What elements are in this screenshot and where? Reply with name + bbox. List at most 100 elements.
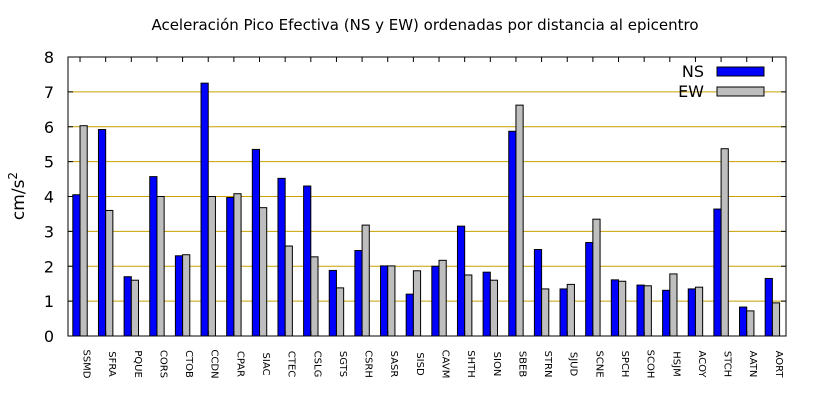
bar-ew-hsjm	[669, 273, 678, 337]
bar-ew-scne	[592, 218, 601, 337]
bar-ew-spch	[618, 280, 627, 337]
bar-ns-pque	[123, 276, 132, 337]
bar-ew-sisd	[412, 270, 422, 337]
x-tick-label: PQUE	[132, 350, 143, 378]
x-tick-label: ACOY	[696, 350, 707, 378]
bar-ns-hsjm	[662, 289, 671, 337]
bar-ew-ccdn	[207, 196, 216, 337]
bar-ns-cpar	[226, 197, 235, 337]
x-tick-label: SION	[491, 352, 502, 377]
bar-ew-sfra	[105, 209, 114, 337]
bar-ew-sion	[489, 279, 499, 337]
y-tick-label: 8	[44, 48, 54, 67]
bar-ns-ctec	[277, 177, 286, 337]
y-tick-label: 3	[44, 222, 54, 241]
bar-ew-ctec	[284, 245, 293, 337]
bar-ew-csrh	[361, 224, 370, 337]
bar-ns-sgts	[328, 269, 337, 337]
bar-ns-strn	[533, 249, 543, 337]
x-tick-label: SIAC	[260, 353, 271, 376]
x-tick-label: CORS	[157, 350, 168, 378]
x-tick-label: AATN	[747, 351, 758, 378]
bar-ns-ccdn	[200, 82, 209, 337]
x-tick-label: CTEC	[286, 351, 297, 377]
chart-title: Aceleración Pico Efectiva (NS y EW) orde…	[151, 16, 698, 34]
x-tick-label: STRN	[542, 351, 553, 378]
bar-ns-sasr	[380, 265, 389, 337]
bar-ew-aort	[771, 302, 781, 337]
bar-ew-scoh	[643, 285, 652, 337]
x-tick-label: SASR	[388, 351, 399, 378]
x-tick-label: CSRH	[363, 350, 374, 378]
bar-ew-cpar	[233, 193, 242, 337]
bar-ew-ssmd	[79, 125, 88, 337]
bars	[72, 82, 781, 337]
legend-swatch-ns	[716, 66, 765, 77]
y-tick-label: 5	[44, 153, 54, 172]
y-tick-label: 4	[44, 188, 54, 207]
bar-ns-spch	[610, 279, 620, 337]
y-tick-label: 2	[44, 257, 54, 276]
x-tick-label: SCNE	[593, 350, 604, 377]
bar-ew-cslg	[310, 256, 319, 337]
bar-ns-ssmd	[72, 194, 81, 337]
bar-ns-cors	[149, 176, 158, 337]
bar-ns-aatn	[739, 306, 748, 337]
bar-ns-sion	[482, 271, 491, 337]
legend-swatch-ew	[716, 86, 765, 97]
bar-ew-sgts	[335, 287, 345, 337]
x-tick-label: CSLG	[311, 351, 322, 378]
bar-ns-csrh	[354, 250, 363, 337]
bar-ew-cors	[156, 196, 165, 337]
bar-ew-sjud	[566, 283, 575, 337]
bar-ew-sbeb	[515, 104, 524, 337]
bar-ns-siac	[251, 148, 261, 337]
bar-ns-stch	[713, 208, 722, 337]
bar-ew-sasr	[387, 265, 396, 337]
x-tick-label: SBEB	[516, 351, 527, 378]
bar-ns-sisd	[405, 293, 414, 337]
x-tick-label: SSMD	[81, 349, 92, 378]
legend-label-ns: NS	[682, 62, 704, 81]
bar-ns-cslg	[303, 185, 312, 337]
bar-ns-acoy	[687, 288, 696, 337]
bar-ew-cavm	[438, 259, 447, 337]
bar-ns-sjud	[559, 288, 568, 337]
bar-ns-ctob	[174, 255, 184, 337]
x-tick-label: SCOH	[645, 350, 656, 379]
bar-ew-strn	[541, 288, 550, 337]
bar-ew-pque	[130, 279, 140, 337]
x-tick-label: HSJM	[670, 351, 681, 376]
bar-ns-sfra	[97, 129, 107, 337]
bar-ns-sbeb	[508, 130, 517, 337]
bar-ns-scne	[585, 242, 594, 337]
y-tick-label: 6	[44, 118, 54, 137]
y-tick-label: 0	[44, 327, 54, 346]
y-tick-label: 1	[44, 292, 54, 311]
bar-ew-ctob	[182, 254, 191, 337]
x-tick-label: SJUD	[568, 352, 579, 377]
x-tick-label: AORT	[773, 351, 784, 379]
x-tick-label: CTOB	[183, 350, 194, 378]
x-axis: SSMD SFRA PQUE CORS CTOB CCDN CPAR SIAC CTEC CSLG…	[79, 57, 784, 379]
bar-ns-cavm	[431, 265, 440, 337]
bar-ew-aatn	[746, 310, 755, 337]
x-tick-label: SPCH	[619, 351, 630, 378]
bar-ns-aort	[764, 277, 773, 337]
x-tick-label: SFRA	[106, 351, 117, 377]
bar-ns-scoh	[636, 284, 645, 337]
x-tick-label: SGTS	[337, 351, 348, 377]
x-tick-label: CPAR	[234, 351, 245, 377]
bar-ew-siac	[259, 207, 268, 337]
bar-ew-stch	[720, 148, 729, 337]
y-axis-label: cm/s2	[6, 172, 29, 220]
x-tick-label: STCH	[722, 351, 733, 377]
x-tick-label: CAVM	[440, 350, 451, 379]
y-tick-label: 7	[44, 83, 54, 102]
bar-ns-shth	[456, 225, 466, 337]
bar-ew-acoy	[694, 286, 704, 337]
x-tick-label: SISD	[414, 352, 425, 376]
x-tick-label: SHTH	[465, 350, 476, 378]
